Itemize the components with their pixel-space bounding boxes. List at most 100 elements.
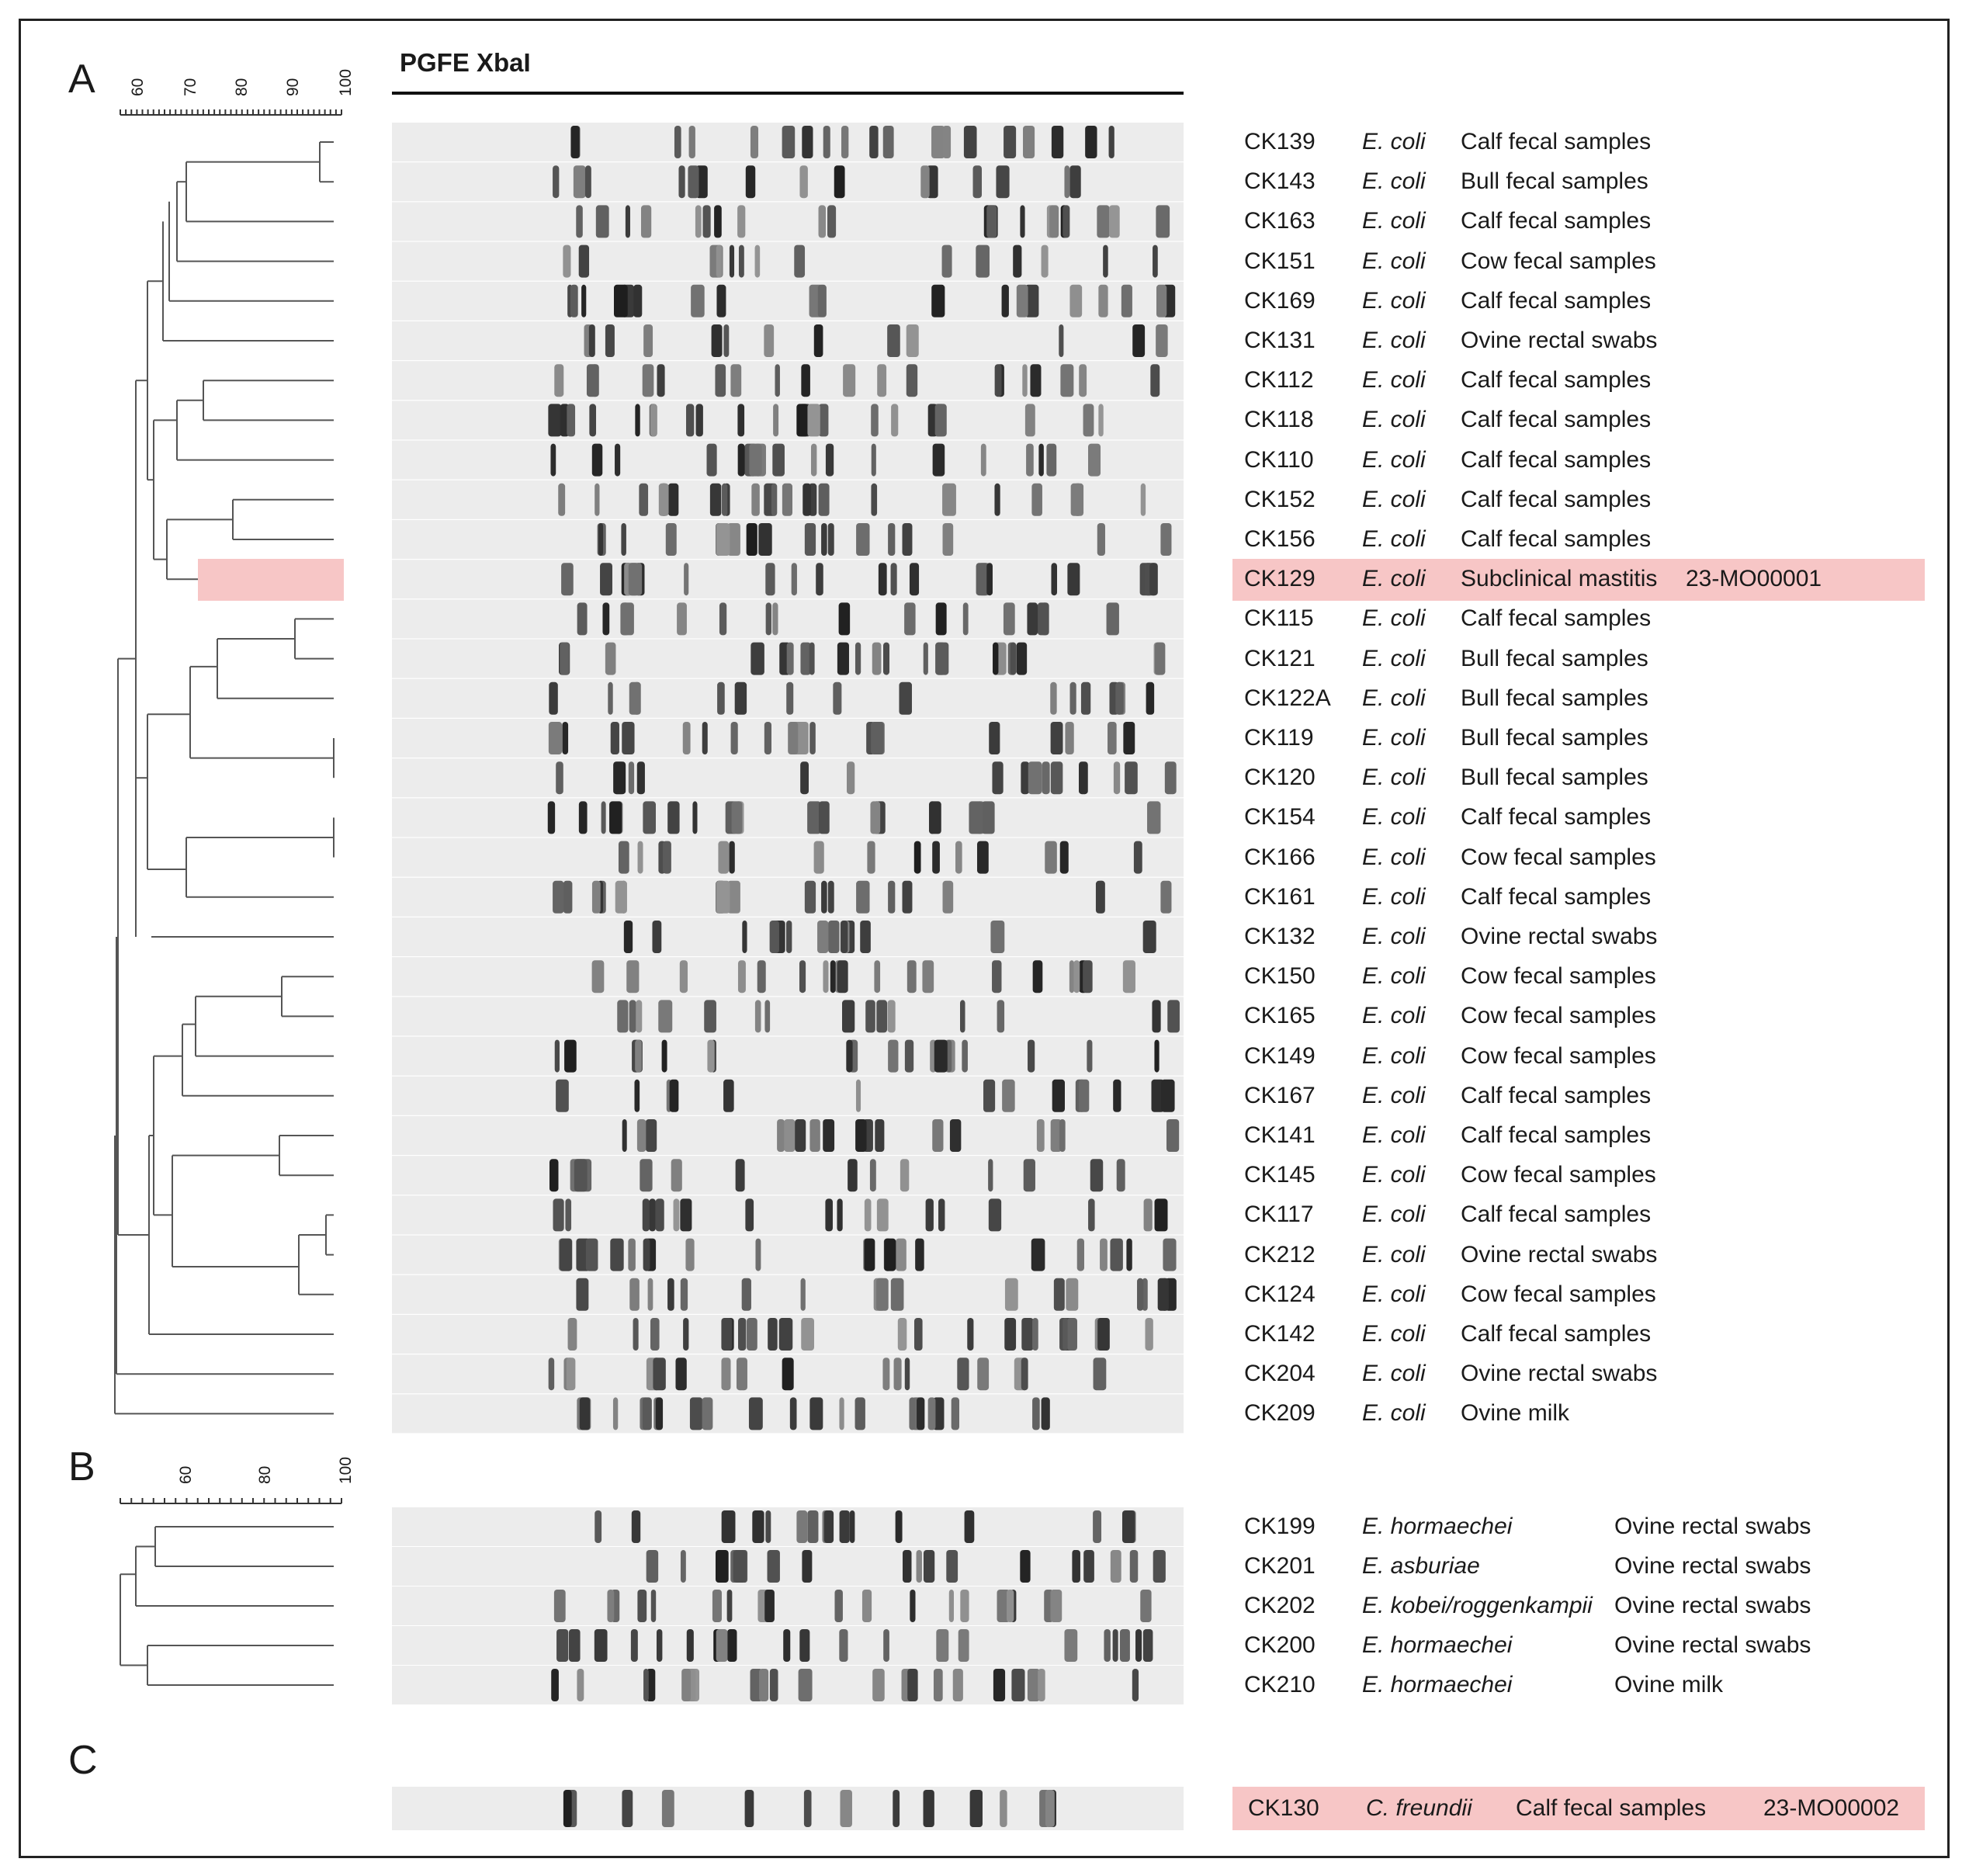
gel-lane-ck209-band bbox=[655, 1397, 664, 1430]
gel-lane-ck139-band bbox=[823, 126, 830, 158]
gel-lane-ck200-band bbox=[1112, 1629, 1118, 1662]
gel-lane-ck142-band bbox=[897, 1318, 907, 1351]
gel-lane-ck209-band bbox=[702, 1397, 713, 1430]
highlight-ck129-tree bbox=[198, 559, 344, 602]
gel-lane-ck118 bbox=[392, 401, 1184, 440]
gel-lane-ck139-band bbox=[570, 126, 580, 158]
sample-source: Calf fecal samples bbox=[1461, 407, 1652, 433]
gel-lane-ck119-band bbox=[788, 722, 799, 754]
gel-lane-ck166-band bbox=[729, 841, 735, 874]
sample-source: Calf fecal samples bbox=[1461, 1082, 1652, 1108]
gel-lane-ck204-band bbox=[721, 1358, 731, 1391]
gel-lane-ck142-band bbox=[650, 1318, 660, 1351]
gel-lane-ck199-band bbox=[631, 1510, 641, 1543]
gel-lane-ck143-band bbox=[996, 165, 1010, 199]
gel-lane-ck201 bbox=[392, 1547, 1184, 1586]
gel-lane-ck119-band bbox=[1108, 722, 1117, 754]
gel-lane-ck166-band bbox=[1133, 841, 1142, 874]
gel-lane-ck131-band bbox=[764, 324, 775, 357]
gel-lane-ck200-band bbox=[936, 1629, 949, 1662]
isolate-id: CK120 bbox=[1244, 765, 1316, 791]
gel-lane-ck145-band bbox=[900, 1159, 910, 1192]
gel-lane-ck167-band bbox=[723, 1079, 734, 1112]
gel-lane-ck161-band bbox=[727, 880, 740, 914]
gel-lane-ck204-band bbox=[904, 1358, 910, 1391]
gel-lane-ck130-band bbox=[563, 1790, 572, 1827]
gel-lane-ck152-band bbox=[871, 483, 878, 516]
gel-lane-ck209-band bbox=[809, 1397, 823, 1430]
gel-lane-ck202-band bbox=[764, 1590, 775, 1622]
gel-lane-ck143-band bbox=[553, 165, 560, 199]
gel-lane-ck150-band bbox=[922, 960, 934, 993]
gel-lane-ck143-band bbox=[678, 165, 685, 199]
gel-lane-ck210 bbox=[392, 1666, 1184, 1704]
gel-lane-ck154-band bbox=[578, 801, 588, 834]
gel-lane-ck212-band bbox=[685, 1238, 695, 1271]
gel-lane-ck118-band bbox=[934, 404, 947, 437]
sample-source: Cow fecal samples bbox=[1461, 1042, 1656, 1069]
gel-lane-ck145-band bbox=[574, 1159, 588, 1192]
gel-lane-ck163-band bbox=[1156, 205, 1170, 238]
gel-lane-ck166-band bbox=[637, 841, 643, 874]
gel-lane-ck209-band bbox=[917, 1397, 925, 1430]
gel-lane-ck122a-band bbox=[786, 681, 794, 715]
gel-lane-ck145-band bbox=[549, 1159, 559, 1192]
gel-lane-ck139-band bbox=[1004, 126, 1017, 158]
gel-lane-ck115-band bbox=[1037, 602, 1049, 636]
isolate-id: CK156 bbox=[1244, 526, 1316, 552]
gel-lane-ck110-band bbox=[980, 443, 986, 477]
gel-lane-ck152-band bbox=[751, 483, 760, 516]
isolate-id: CK165 bbox=[1244, 1003, 1316, 1029]
gel-lane-ck199-band bbox=[752, 1510, 764, 1543]
sample-source: Calf fecal samples bbox=[1461, 804, 1652, 831]
isolate-id: CK132 bbox=[1244, 924, 1316, 949]
gel-lane-ck167-band bbox=[669, 1079, 679, 1112]
gel-lane-ck163-band bbox=[714, 205, 722, 238]
gel-lane-ck151-band bbox=[1103, 244, 1108, 278]
gel-lane-ck202-band bbox=[1006, 1590, 1014, 1622]
title-underline bbox=[392, 92, 1184, 95]
gel-lane-ck131-band bbox=[813, 324, 823, 357]
gel-lane-ck118-band bbox=[807, 404, 820, 437]
gel-lane-ck201-band bbox=[1129, 1550, 1139, 1583]
gel-lane-ck166-band bbox=[813, 841, 820, 874]
species-name: E. coli bbox=[1362, 685, 1426, 711]
gel-lane-ck163-band bbox=[818, 205, 827, 238]
gel-lane-ck110-band bbox=[749, 443, 762, 477]
gel-lane-ck161 bbox=[392, 877, 1184, 917]
gel-lane-ck129 bbox=[392, 560, 1184, 599]
gel-lane-ck117-band bbox=[1154, 1198, 1168, 1232]
gel-lane-ck202-band bbox=[726, 1590, 733, 1622]
gel-lane-ck145 bbox=[392, 1156, 1184, 1195]
sample-source: Cow fecal samples bbox=[1461, 248, 1656, 274]
gel-lane-ck122a-band bbox=[608, 681, 613, 715]
gel-lane-ck118-band bbox=[891, 404, 899, 437]
gel-lane-ck201-band bbox=[680, 1550, 686, 1583]
gel-lane-ck112 bbox=[392, 361, 1184, 401]
gel-lane-ck199-band bbox=[796, 1510, 808, 1543]
species-name: E. coli bbox=[1362, 287, 1426, 314]
gel-lane-ck143 bbox=[392, 162, 1184, 202]
gel-lane-ck130 bbox=[392, 1787, 1184, 1830]
species-name: E. coli bbox=[1362, 1082, 1426, 1108]
gel-lane-ck200-band bbox=[958, 1629, 969, 1662]
gel-lane-ck152-band bbox=[667, 483, 679, 516]
gel-lane-ck165-band bbox=[887, 1000, 896, 1033]
gel-lane-ck119-band bbox=[702, 722, 708, 754]
gel-lane-ck200-band bbox=[883, 1629, 889, 1662]
gel-lane-ck120-band bbox=[636, 761, 645, 795]
gel-lane-ck149-band bbox=[888, 1039, 899, 1073]
gel-lane-ck110-band bbox=[932, 443, 945, 477]
gel-lane-ck150-band bbox=[830, 960, 836, 993]
gel-lane-ck204-band bbox=[893, 1358, 902, 1391]
gel-lane-ck141-band bbox=[1059, 1119, 1066, 1152]
gel-lane-ck212-band bbox=[1076, 1238, 1084, 1271]
gel-lane-ck201-band bbox=[802, 1550, 813, 1583]
gel-lane-ck145-band bbox=[869, 1159, 876, 1192]
isolate-id: CK151 bbox=[1244, 248, 1316, 274]
gel-lane-ck152-band bbox=[722, 483, 728, 516]
gel-lane-ck142-band bbox=[747, 1318, 757, 1351]
gel-lane-ck163-band bbox=[827, 205, 837, 238]
gel-lane-ck152-band bbox=[818, 483, 830, 516]
gel-lane-ck149-band bbox=[635, 1039, 642, 1073]
